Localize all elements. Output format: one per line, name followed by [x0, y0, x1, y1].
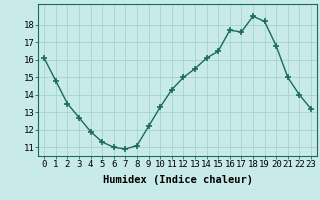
X-axis label: Humidex (Indice chaleur): Humidex (Indice chaleur)	[103, 175, 252, 185]
